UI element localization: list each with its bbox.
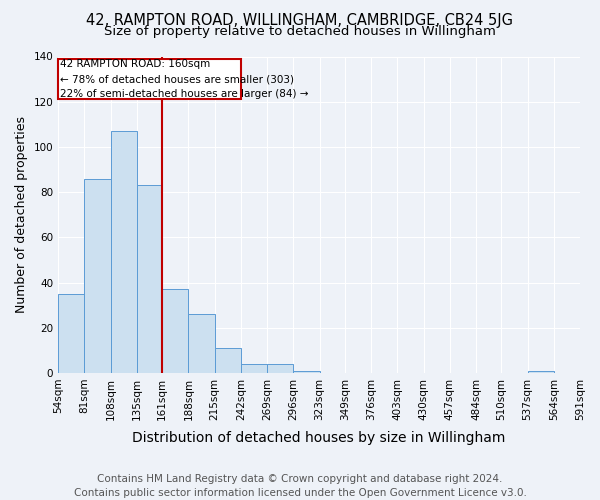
X-axis label: Distribution of detached houses by size in Willingham: Distribution of detached houses by size …: [133, 431, 506, 445]
Bar: [85, 178, 110, 373]
Text: Size of property relative to detached houses in Willingham: Size of property relative to detached ho…: [104, 25, 496, 38]
Bar: [215, 348, 241, 373]
Text: 42, RAMPTON ROAD, WILLINGHAM, CAMBRIDGE, CB24 5JG: 42, RAMPTON ROAD, WILLINGHAM, CAMBRIDGE,…: [86, 12, 514, 28]
Bar: [267, 364, 293, 373]
Bar: [293, 370, 320, 373]
Bar: [58, 294, 85, 373]
Bar: [188, 314, 215, 373]
Y-axis label: Number of detached properties: Number of detached properties: [15, 116, 28, 313]
Bar: [162, 290, 188, 373]
Bar: [110, 131, 137, 373]
Bar: [241, 364, 267, 373]
Bar: [58, 59, 241, 100]
Bar: [527, 370, 554, 373]
Text: 42 RAMPTON ROAD: 160sqm
← 78% of detached houses are smaller (303)
22% of semi-d: 42 RAMPTON ROAD: 160sqm ← 78% of detache…: [60, 60, 308, 99]
Text: Contains HM Land Registry data © Crown copyright and database right 2024.
Contai: Contains HM Land Registry data © Crown c…: [74, 474, 526, 498]
Bar: [137, 186, 162, 373]
